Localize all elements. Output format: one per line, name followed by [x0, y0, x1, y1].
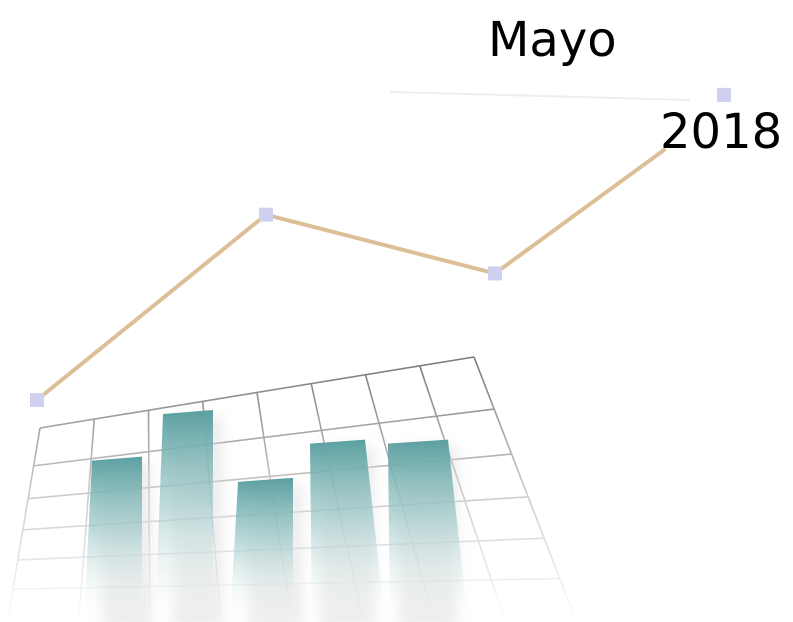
grid-line-vertical — [473, 356, 576, 619]
heading-streak — [389, 91, 691, 101]
grid-line-vertical — [418, 365, 505, 619]
trend-marker — [717, 87, 731, 102]
bar — [155, 410, 213, 622]
bar — [310, 439, 385, 622]
bar — [84, 456, 142, 622]
grid-line-horizontal — [39, 356, 475, 429]
trend-marker — [259, 207, 273, 222]
trend-line — [35, 148, 666, 402]
month-heading: Mayo — [488, 12, 617, 68]
trend-marker — [488, 266, 502, 281]
grid-line-horizontal — [33, 408, 495, 467]
year-heading: 2018 — [660, 104, 782, 160]
trend-marker — [30, 393, 44, 407]
grid-line-vertical — [7, 427, 41, 619]
bar — [230, 477, 293, 622]
trend-line-group — [30, 87, 731, 407]
bar-group — [84, 410, 468, 622]
grid-line-vertical — [78, 419, 96, 619]
bar — [388, 439, 468, 622]
